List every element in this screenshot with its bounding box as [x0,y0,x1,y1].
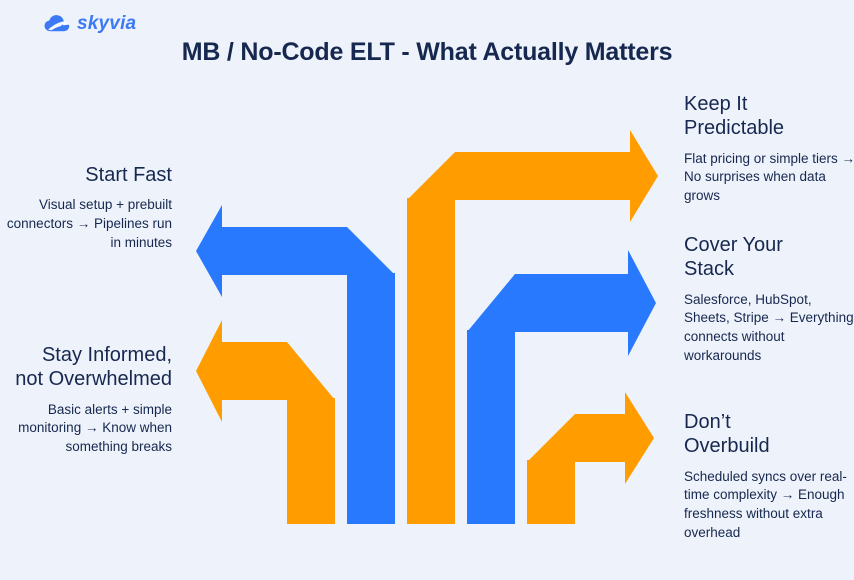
stem-bar-3 [407,198,455,524]
callout-heading: Don’t Overbuild [684,411,770,458]
callout-body: Basic alerts + simple monitoring → Know … [18,401,172,455]
callout-body: Visual setup + prebuilt connectors → Pip… [6,197,172,250]
skyvia-logo: skyvia [44,13,136,33]
stem-bar-5 [527,460,575,524]
callout-body: Scheduled syncs over real-time complexit… [684,468,847,540]
callout-heading: Stay Informed, not Overwhelmed [15,344,172,391]
arrow-stay-informed [196,320,335,422]
callout-stay-informed: Stay Informed, not Overwhelmed Basic ale… [0,343,180,457]
stem-bar-2 [347,273,395,524]
callout-heading: Keep It Predictable [684,93,785,140]
callout-start-fast: Start Fast Visual setup + prebuilt conne… [0,163,180,252]
arrow-start-fast [196,205,395,297]
arrow-cover-stack [467,250,656,356]
callout-cover-stack: Cover Your Stack Salesforce, HubSpot, Sh… [676,233,854,365]
stem-bar-1 [287,398,335,524]
logo-wordmark: skyvia [77,12,137,34]
arrow-keep-predictable [407,130,658,222]
arrow-dont-overbuild [527,392,654,484]
callout-heading: Cover Your Stack [684,234,783,281]
stem-bar-4 [467,330,515,524]
callout-keep-predictable: Keep It Predictable Flat pricing or simp… [676,92,854,206]
callout-body: Salesforce, HubSpot, Sheets, Stripe → Ev… [684,291,854,363]
callout-dont-overbuild: Don’t Overbuild Scheduled syncs over rea… [676,410,854,542]
cloud-icon [44,15,70,32]
callout-heading: Start Fast [85,164,172,186]
page-title: MB / No-Code ELT - What Actually Matters [181,38,673,66]
callout-body: Flat pricing or simple tiers → No surpri… [684,150,854,204]
